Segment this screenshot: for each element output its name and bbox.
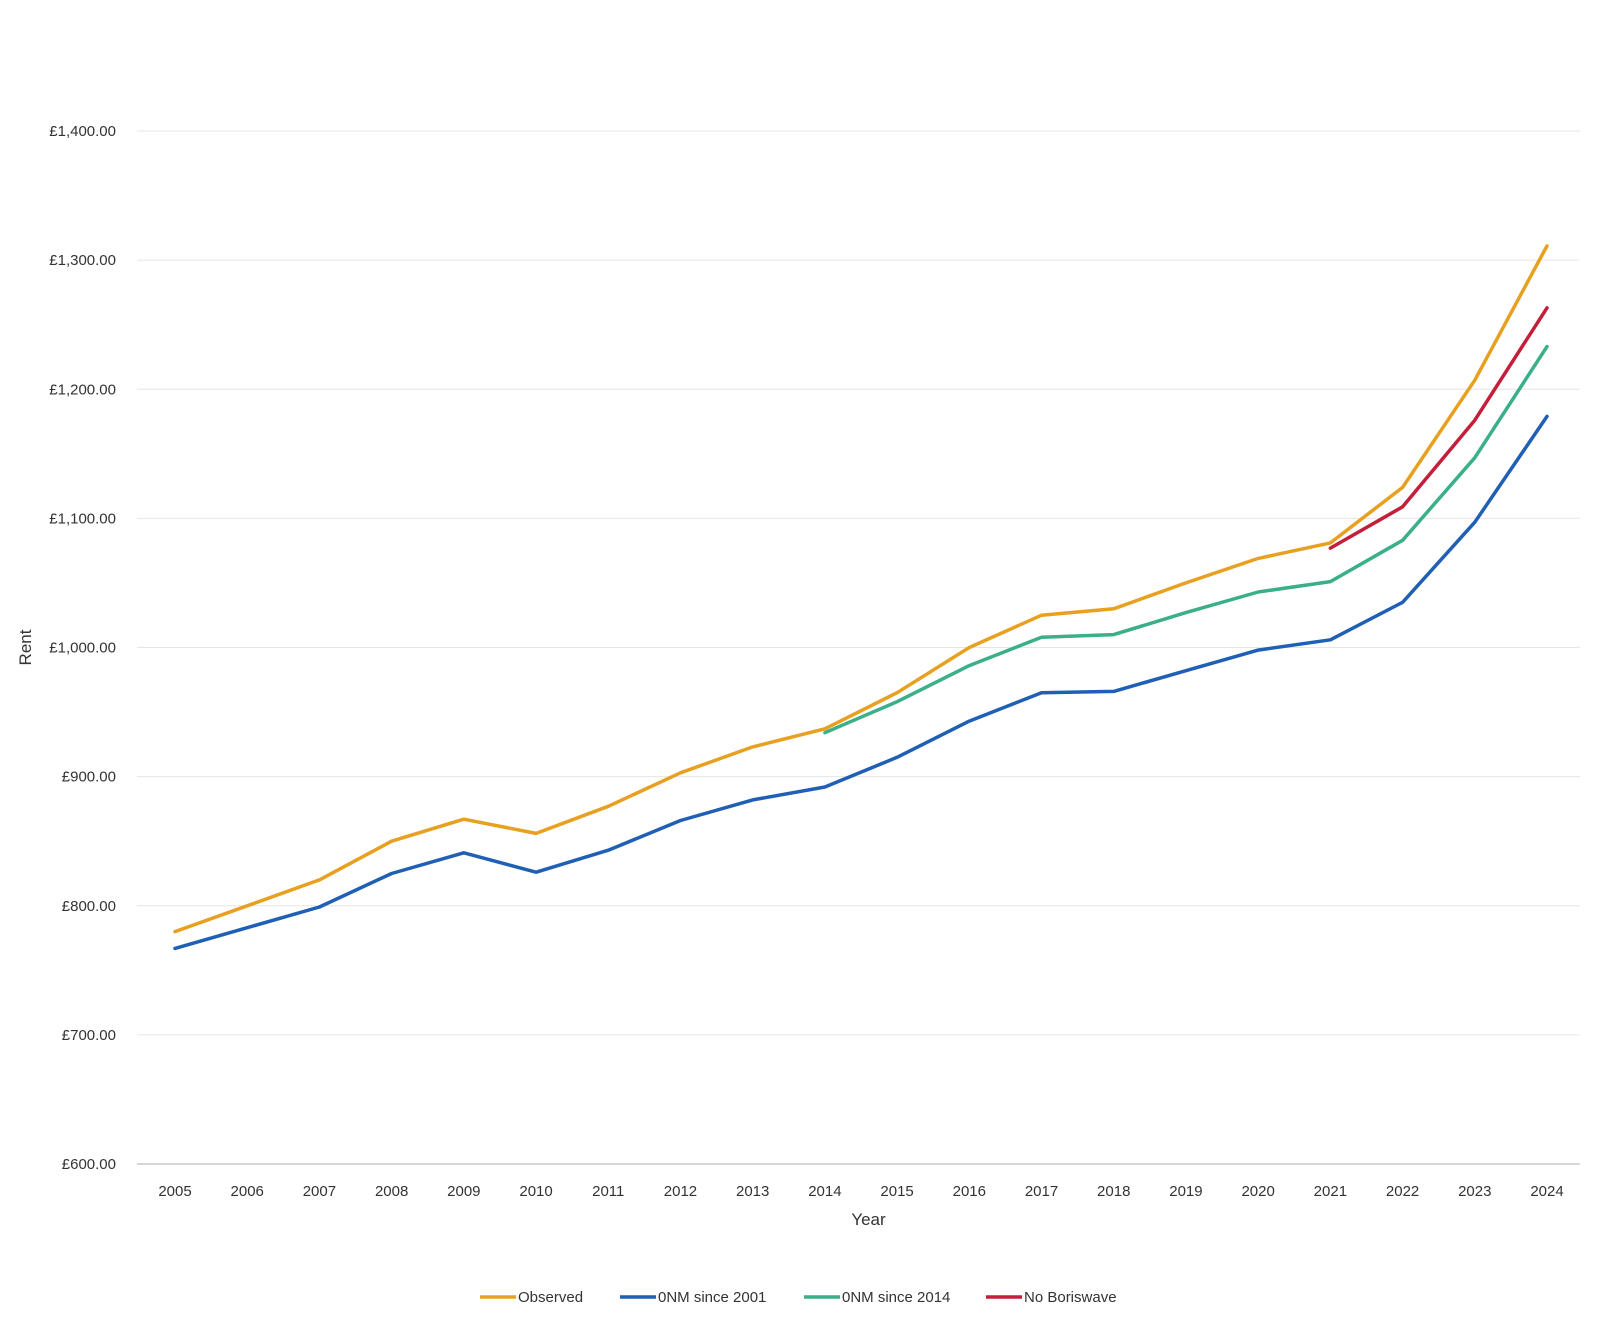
x-tick-label: 2009 [447, 1183, 480, 1200]
x-axis-ticks: 2005 2006 2007 2008 2009 2010 2011 2012 2013 2014… [158, 1183, 1563, 1200]
y-axis-ticks: £600.00 £700.00 £800.00 £900.00 £1,000.00 £1,… [49, 123, 116, 1173]
x-tick-label: 2011 [592, 1183, 624, 1200]
legend-label: 0NM since 2014 [842, 1289, 950, 1306]
x-tick-label: 2005 [158, 1183, 191, 1200]
y-tick-label: £600.00 [62, 1156, 116, 1173]
x-tick-label: 2015 [880, 1183, 913, 1200]
y-tick-label: £1,300.00 [49, 252, 116, 269]
series-line-0nm-since-2001 [173, 414, 1549, 951]
y-tick-label: £800.00 [62, 898, 116, 915]
x-tick-label: 2017 [1025, 1183, 1058, 1200]
x-tick-label: 2024 [1530, 1183, 1563, 1200]
series-lines [173, 244, 1549, 951]
y-tick-label: £700.00 [62, 1027, 116, 1044]
x-tick-label: 2006 [231, 1183, 264, 1200]
y-tick-label: £900.00 [62, 769, 116, 786]
x-tick-label: 2013 [736, 1183, 769, 1200]
legend-item-no-boriswave: No Boriswave [986, 1289, 1117, 1306]
legend-item-observed: Observed [480, 1289, 583, 1306]
x-tick-label: 2019 [1169, 1183, 1202, 1200]
legend-item-0nm-since-2001: 0NM since 2001 [620, 1289, 766, 1306]
series-line-observed [173, 244, 1549, 934]
x-tick-label: 2010 [519, 1183, 552, 1200]
x-tick-label: 2020 [1241, 1183, 1274, 1200]
x-tick-label: 2014 [808, 1183, 841, 1200]
x-tick-label: 2008 [375, 1183, 408, 1200]
x-tick-label: 2023 [1458, 1183, 1491, 1200]
grid-lines [137, 130, 1580, 1036]
series-line-no-boriswave [1328, 306, 1549, 550]
y-axis-title: Rent [16, 629, 35, 665]
y-tick-label: £1,100.00 [49, 510, 116, 527]
x-tick-label: 2007 [303, 1183, 336, 1200]
x-tick-label: 2021 [1314, 1183, 1347, 1200]
y-tick-label: £1,200.00 [49, 381, 116, 398]
x-tick-label: 2016 [953, 1183, 986, 1200]
x-tick-label: 2012 [664, 1183, 697, 1200]
y-tick-label: £1,000.00 [49, 640, 116, 657]
legend: Observed 0NM since 2001 0NM since 2014 No B… [480, 1289, 1117, 1306]
series-line-0nm-since-2014 [823, 344, 1549, 735]
y-tick-label: £1,400.00 [49, 123, 116, 140]
legend-item-0nm-since-2014: 0NM since 2014 [804, 1289, 950, 1306]
x-axis-title: Year [851, 1210, 886, 1229]
x-tick-label: 2018 [1097, 1183, 1130, 1200]
legend-label: Observed [518, 1289, 583, 1306]
legend-label: No Boriswave [1024, 1289, 1117, 1306]
legend-label: 0NM since 2001 [658, 1289, 766, 1306]
x-tick-label: 2022 [1386, 1183, 1419, 1200]
